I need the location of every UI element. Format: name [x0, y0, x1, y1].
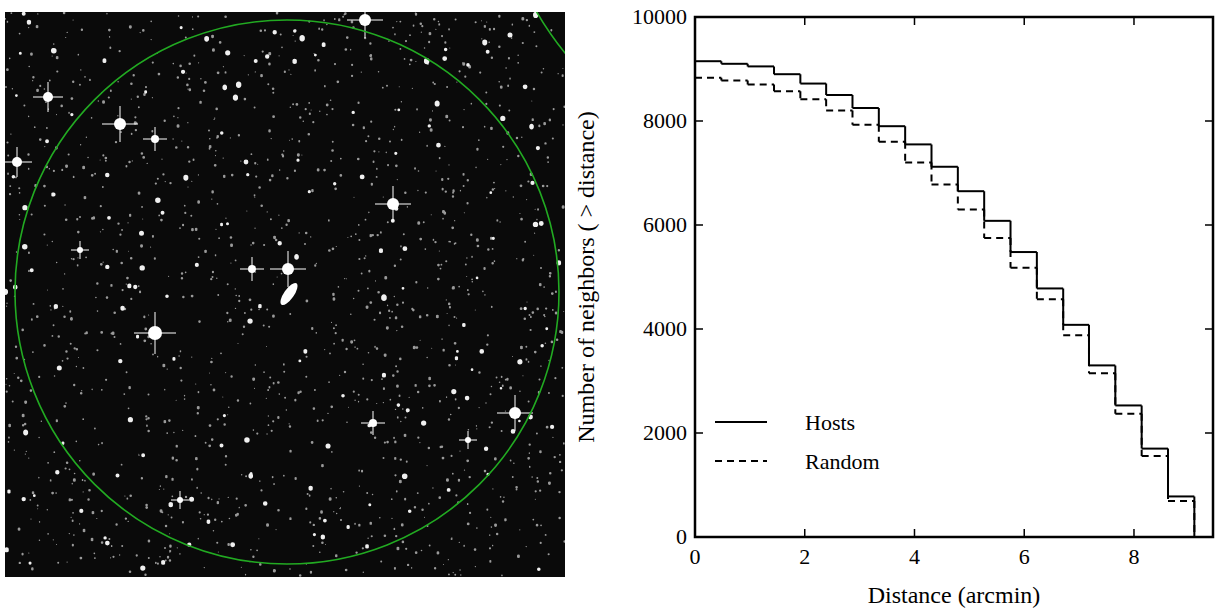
step	[1037, 287, 1063, 289]
faint-stars	[5, 12, 565, 577]
x-tick-label: 6	[1019, 544, 1030, 569]
series-1	[695, 78, 1194, 537]
series-0	[695, 61, 1194, 537]
diffraction-spike	[459, 431, 477, 449]
step	[748, 65, 774, 67]
legend-label: Hosts	[805, 410, 855, 435]
step	[905, 162, 931, 164]
step	[879, 125, 905, 127]
step	[800, 83, 826, 85]
y-tick-label: 2000	[643, 420, 687, 445]
sky-image	[2, 0, 1170, 577]
image-background	[5, 12, 565, 577]
x-tick-label: 8	[1128, 544, 1139, 569]
diffraction-spike	[270, 251, 306, 287]
step	[1115, 404, 1141, 406]
step	[932, 166, 958, 168]
page: 0 2 4 6 8 0 2000 4000 6000 8000 10000 Distance (arc…	[0, 0, 1225, 614]
y-tick-label: 0	[676, 524, 687, 549]
step	[695, 77, 721, 79]
step	[721, 79, 747, 81]
step-risers	[721, 61, 1194, 537]
y-tick	[695, 432, 1213, 434]
step	[1063, 334, 1089, 336]
legend: Hosts Random	[715, 410, 880, 474]
y-tick	[695, 120, 1213, 122]
x-axis-title: Distance (arcmin)	[868, 582, 1041, 608]
diffraction-spike	[5, 147, 32, 177]
step	[1115, 413, 1141, 415]
stars	[5, 12, 561, 571]
step	[984, 237, 1010, 239]
step	[1063, 324, 1089, 326]
step	[774, 90, 800, 92]
diffraction-spike	[240, 257, 264, 281]
host-galaxy	[277, 280, 300, 307]
axes: 0 2 4 6 8 0 2000 4000 6000 8000 10000	[632, 4, 1213, 569]
legend-swatch	[715, 421, 767, 423]
x-tick-label: 4	[909, 544, 920, 569]
diffraction-spike	[143, 127, 167, 151]
step	[721, 63, 747, 65]
y-tick	[695, 224, 1213, 226]
x-tick	[1133, 17, 1135, 537]
step	[826, 110, 852, 112]
step	[1011, 267, 1037, 269]
step	[905, 143, 931, 145]
plot-area	[695, 61, 1194, 537]
y-tick-label: 8000	[643, 108, 687, 133]
step	[748, 84, 774, 86]
step	[800, 98, 826, 100]
step	[774, 73, 800, 75]
diffraction-spike	[347, 12, 383, 38]
legend-swatch	[715, 460, 767, 462]
step	[826, 94, 852, 96]
diffraction-spike	[497, 395, 533, 431]
x-tick-label: 2	[799, 544, 810, 569]
step	[879, 141, 905, 143]
legend-label: Random	[805, 449, 880, 474]
y-axis-title: Number of neighbors ( > distance)	[573, 111, 599, 442]
step	[1168, 500, 1194, 502]
y-tick	[695, 328, 1213, 330]
step	[958, 208, 984, 210]
step	[1089, 372, 1115, 374]
diffraction-spike	[33, 82, 63, 112]
step	[984, 220, 1010, 222]
y-tick-label: 4000	[643, 316, 687, 341]
diffraction-spike	[171, 491, 189, 509]
step	[1142, 448, 1168, 450]
step	[1089, 364, 1115, 366]
search-circle	[15, 20, 559, 564]
step-risers	[721, 78, 1194, 537]
y-tick-label: 10000	[632, 4, 687, 29]
step	[852, 124, 878, 126]
plot-frame	[695, 17, 1213, 537]
neighbor-circle	[490, 12, 565, 180]
step	[695, 60, 721, 62]
diffraction-spike	[361, 411, 385, 435]
step	[932, 183, 958, 185]
step	[1142, 455, 1168, 457]
step	[1011, 251, 1037, 253]
step	[1037, 298, 1063, 300]
x-tick	[914, 17, 916, 537]
y-tick-label: 6000	[643, 212, 687, 237]
diffraction-spike	[71, 241, 89, 259]
diffraction-spike	[102, 106, 138, 142]
x-tick-label: 0	[690, 544, 701, 569]
diffraction-spike	[375, 186, 411, 222]
image-content	[5, 12, 565, 577]
step	[1168, 495, 1194, 497]
step	[958, 190, 984, 192]
x-tick	[1023, 17, 1025, 537]
diffraction-spike	[134, 312, 176, 354]
step	[852, 107, 878, 109]
